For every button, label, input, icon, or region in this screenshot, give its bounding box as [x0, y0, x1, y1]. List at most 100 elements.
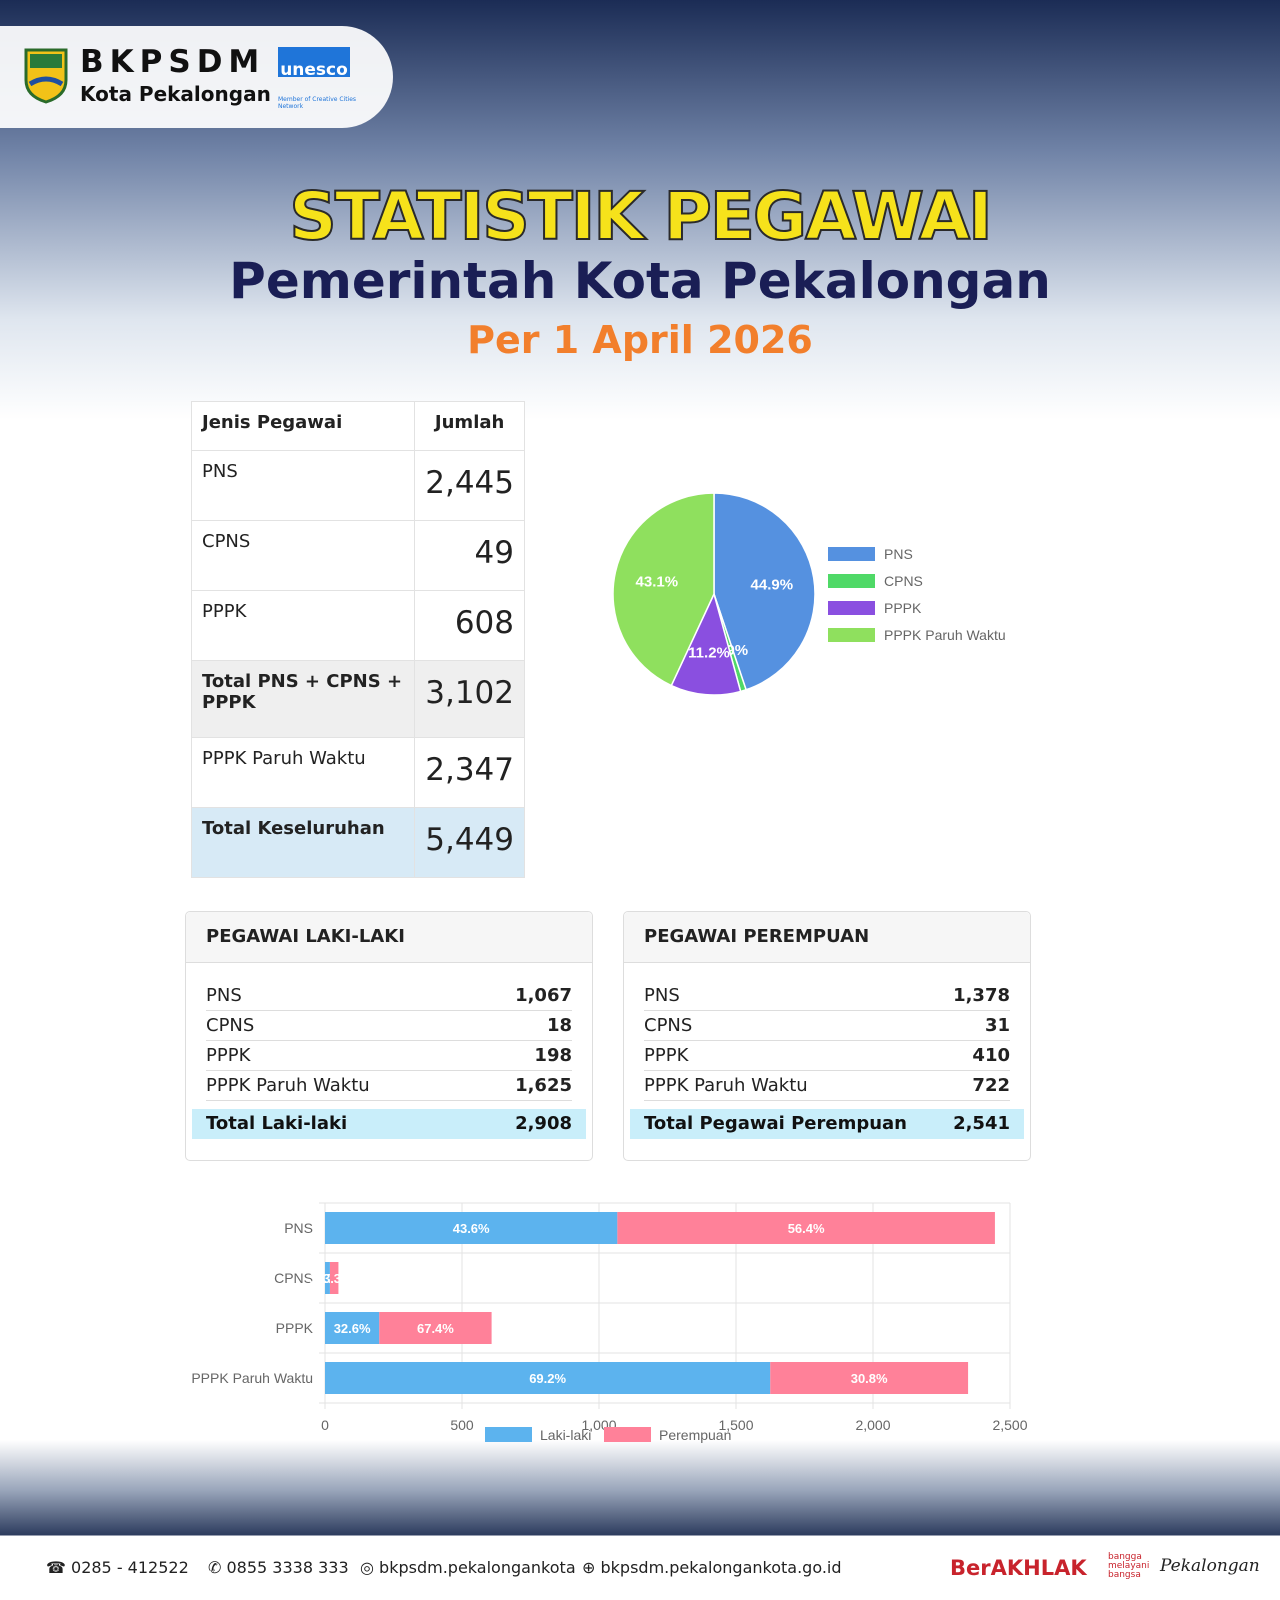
bar-label: 56.4%: [788, 1221, 825, 1236]
x-tick-label: 2,000: [855, 1417, 890, 1433]
header-cell: Jumlah: [414, 401, 525, 451]
card-row: CPNS 31: [644, 1011, 1010, 1041]
y-tick-label: CPNS: [274, 1270, 313, 1286]
bar-label: 67.4%: [417, 1321, 454, 1336]
card-total: Total Laki-laki 2,908: [192, 1109, 586, 1139]
row-label: PPPK Paruh Waktu: [644, 1075, 808, 1096]
whatsapp: ✆ 0855 3338 333: [208, 1558, 349, 1577]
table-row: PPPK 608: [190, 590, 525, 661]
row-value: 410: [972, 1045, 1010, 1066]
row-value: 2,445: [414, 450, 525, 521]
pie-slice: [612, 492, 715, 687]
total-value: 2,908: [515, 1113, 572, 1134]
table-row: CPNS 49: [190, 520, 525, 591]
city-logo-text: Pekalongan: [1160, 1556, 1260, 1576]
row-label: PPPK: [644, 1045, 689, 1066]
x-tick-label: 0: [321, 1417, 329, 1433]
row-value: 608: [414, 590, 525, 661]
website: ⊕ bkpsdm.pekalongankota.go.id: [582, 1558, 842, 1577]
org-city: Kota Pekalongan: [80, 82, 271, 106]
slice-label: 43.1%: [636, 573, 679, 590]
row-value: 31: [984, 1015, 1010, 1036]
legend-label: PPPK Paruh Waktu: [884, 627, 1006, 643]
summary-table: Jenis Pegawai Jumlah PNS 2,445 CPNS 49 PPPK 608…: [190, 401, 525, 878]
table-row: Total Keseluruhan 5,449: [190, 807, 525, 878]
total-value: 2,541: [953, 1113, 1010, 1134]
bar-segment: [325, 1262, 330, 1294]
card-title: PEGAWAI PEREMPUAN: [624, 912, 1030, 963]
phone: ☎ 0285 - 412522: [46, 1558, 189, 1577]
legend-swatch: [604, 1427, 651, 1442]
x-tick-label: 2,500: [992, 1417, 1027, 1433]
bar-label: 32.6%: [334, 1321, 371, 1336]
table-row: PNS 2,445: [190, 450, 525, 521]
table-row: Total PNS + CPNS + PPPK 3,102: [190, 660, 525, 738]
row-value: 5,449: [414, 807, 525, 878]
x-tick-label: 500: [450, 1417, 474, 1433]
bar-segment: [325, 1312, 380, 1344]
legend-swatch: [828, 628, 875, 642]
bar-label: 69.2%: [529, 1371, 566, 1386]
bar-label: 63.3%: [316, 1271, 353, 1286]
legend-label: PPPK: [884, 600, 922, 616]
card-row: PPPK Paruh Waktu 1,625: [206, 1071, 572, 1101]
card-row: PPPK Paruh Waktu 722: [644, 1071, 1010, 1101]
whatsapp-text: 0855 3338 333: [226, 1558, 349, 1577]
y-tick-label: PNS: [284, 1220, 313, 1236]
pie-slice: [670, 591, 742, 696]
header-cell: Jenis Pegawai: [190, 401, 416, 451]
legend-swatch: [485, 1427, 532, 1442]
slice-label: 11.2%: [688, 644, 730, 661]
row-value: 49: [414, 520, 525, 591]
row-value: 1,067: [515, 985, 572, 1006]
bar-segment: [329, 1262, 339, 1294]
row-value: 722: [972, 1075, 1010, 1096]
bar-label: 43.6%: [453, 1221, 490, 1236]
card-row: CPNS 18: [206, 1011, 572, 1041]
unesco-caption: Member of Creative Cities Network: [278, 96, 357, 110]
row-label: Total PNS + CPNS + PPPK: [190, 660, 416, 738]
row-label: PPPK Paruh Waktu: [206, 1075, 370, 1096]
legend-swatch: [828, 547, 875, 561]
card-row: PNS 1,378: [644, 981, 1010, 1011]
y-tick-label: PPPK: [276, 1320, 314, 1336]
card-row: PNS 1,067: [206, 981, 572, 1011]
legend-label: PNS: [884, 546, 913, 562]
card-total: Total Pegawai Perempuan 2,541: [630, 1109, 1024, 1139]
table-row: PPPK Paruh Waktu 2,347: [190, 737, 525, 808]
row-value: 198: [534, 1045, 572, 1066]
row-label: PPPK: [190, 590, 416, 661]
instagram-text: bkpsdm.pekalongankota: [379, 1558, 576, 1577]
female-card: PEGAWAI PEREMPUAN PNS 1,378 CPNS 31 PPPK 410 PP…: [623, 911, 1031, 1161]
card-row: PPPK 198: [206, 1041, 572, 1071]
phone-text: 0285 - 412522: [71, 1558, 189, 1577]
row-value: 2,347: [414, 737, 525, 808]
org-name: BKPSDM: [80, 44, 266, 80]
website-text: bkpsdm.pekalongankota.go.id: [600, 1558, 842, 1577]
row-value: 1,625: [515, 1075, 572, 1096]
row-value: 18: [546, 1015, 572, 1036]
bar-segment: [325, 1362, 771, 1394]
y-tick-label: PPPK Paruh Waktu: [191, 1370, 313, 1386]
row-value: 3,102: [414, 660, 525, 738]
footer: [0, 1540, 1280, 1600]
city-logo: [24, 48, 68, 104]
title: STATISTIK PEGAWAI: [288, 177, 993, 256]
card-rows: PNS 1,067 CPNS 18 PPPK 198 PPPK Paruh Waktu 1,6…: [186, 963, 592, 1101]
legend-swatch: [828, 601, 875, 615]
tagline: bangga melayani bangsa: [1108, 1552, 1150, 1580]
row-label: PPPK Paruh Waktu: [190, 737, 416, 808]
legend-label: Perempuan: [659, 1427, 731, 1443]
bar-segment: [325, 1212, 618, 1244]
row-label: Total Keseluruhan: [190, 807, 416, 878]
card-rows: PNS 1,378 CPNS 31 PPPK 410 PPPK Paruh Waktu 722: [624, 963, 1030, 1101]
row-label: CPNS: [644, 1015, 693, 1036]
legend-swatch: [828, 574, 875, 588]
header-row: Jenis Pegawai Jumlah: [190, 401, 525, 451]
row-label: CPNS: [206, 1015, 255, 1036]
card-row: PPPK 410: [644, 1041, 1010, 1071]
bar-segment: [617, 1212, 995, 1244]
bar-label: 30.8%: [851, 1371, 888, 1386]
male-card: PEGAWAI LAKI-LAKI PNS 1,067 CPNS 18 PPPK 198 PP…: [185, 911, 593, 1161]
